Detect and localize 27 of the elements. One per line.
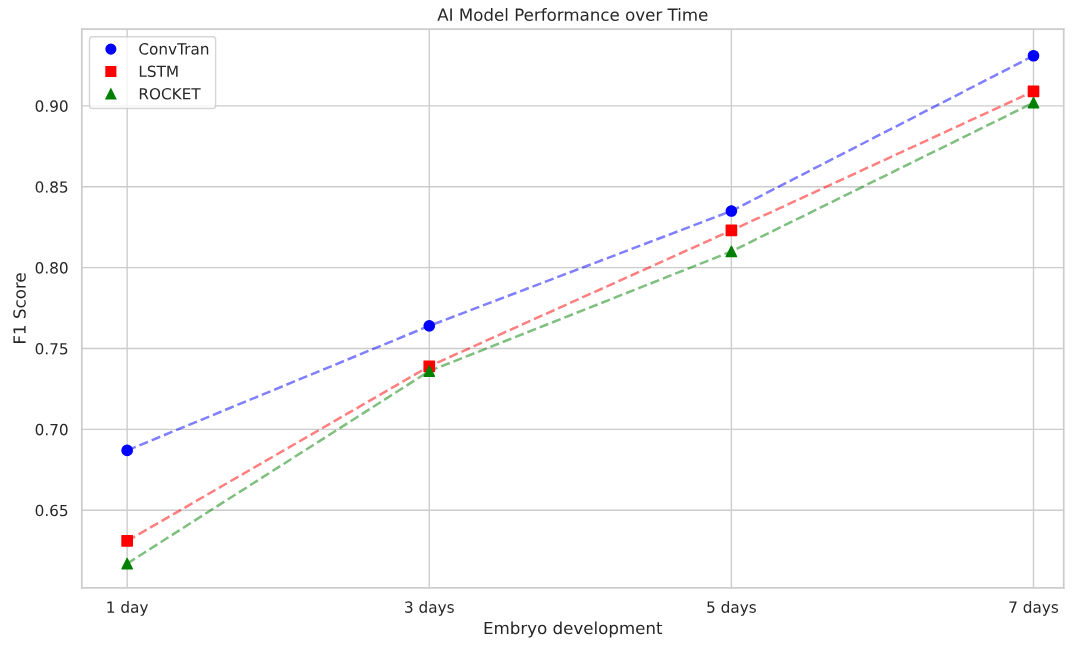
point: [1027, 96, 1040, 109]
y-tick-label: 0.70: [35, 423, 68, 436]
point: [423, 320, 436, 332]
legend-label: ROCKET: [139, 87, 201, 100]
point: [1027, 49, 1040, 62]
point: [725, 224, 738, 237]
chart-title: AI Model Performance over Time: [437, 8, 708, 21]
y-tick-label: 0.85: [35, 181, 68, 193]
y-tick-label: 0.75: [35, 342, 68, 355]
point: [725, 205, 738, 217]
point: [121, 557, 133, 570]
point: [1027, 85, 1040, 98]
point: [121, 535, 133, 547]
y-axis-title: F1 Score: [13, 273, 26, 343]
point: [725, 245, 738, 258]
y-tick-label: 0.65: [35, 504, 68, 517]
y-tick-label: 0.90: [35, 100, 68, 112]
legend-label: ConvTran: [139, 43, 209, 55]
point: [423, 365, 436, 377]
point: [121, 444, 133, 457]
x-tick-label: 1 day: [107, 601, 149, 616]
x-tick-label: 3 days: [405, 601, 454, 616]
x-axis-title: Embryo development: [484, 621, 663, 638]
x-tick-label: 5 days: [707, 601, 756, 616]
legend-label: LSTM: [139, 65, 178, 78]
y-tick-label: 0.80: [35, 262, 68, 274]
x-tick-label: 7 days: [1009, 601, 1059, 616]
